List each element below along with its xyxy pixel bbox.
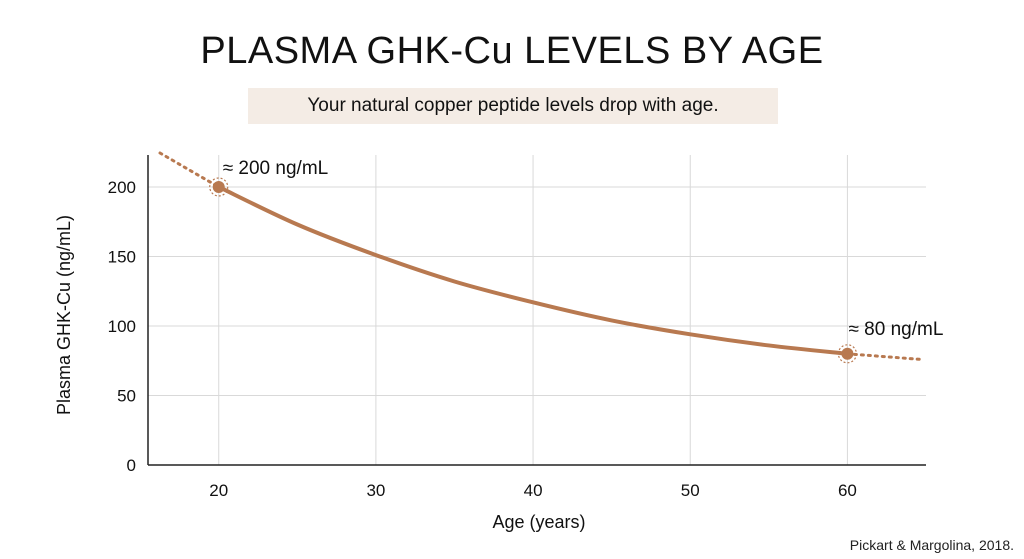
series-layer: [158, 151, 922, 361]
grid-lines: [148, 155, 926, 465]
chart-subtitle: Your natural copper peptide levels drop …: [248, 88, 778, 124]
x-axis-label: Age (years): [492, 512, 585, 532]
data-point: [841, 347, 854, 360]
y-tick-label: 0: [127, 456, 136, 475]
x-tick-label: 40: [524, 481, 543, 500]
axes: [147, 155, 926, 466]
y-tick-label: 100: [108, 317, 136, 336]
extrapolation-end: [845, 352, 922, 361]
annotation-layer: ≈ 200 ng/mL ≈ 80 ng/mL: [209, 158, 943, 364]
data-point-halo: [837, 344, 858, 364]
source-citation: Pickart & Margolina, 2018.: [849, 537, 1014, 553]
data-point-halo: [209, 177, 229, 197]
extrapolation-start: [158, 151, 221, 189]
tick-labels: 0 50 100 150 200 20 30 40 50 60: [108, 178, 857, 500]
x-tick-label: 50: [681, 481, 700, 500]
series-line: [216, 184, 850, 356]
x-tick-label: 60: [838, 481, 857, 500]
data-label: ≈ 80 ng/mL: [848, 319, 943, 340]
x-tick-label: 30: [366, 481, 385, 500]
y-axis-label: Plasma GHK-Cu (ng/mL): [54, 215, 74, 415]
x-tick-label: 20: [209, 481, 228, 500]
chart-title: PLASMA GHK-Cu LEVELS BY AGE: [200, 30, 824, 72]
y-tick-label: 50: [117, 386, 136, 405]
y-tick-label: 200: [108, 178, 136, 197]
data-point: [212, 180, 225, 193]
y-tick-label: 150: [108, 247, 136, 266]
data-label: ≈ 200 ng/mL: [223, 158, 329, 179]
